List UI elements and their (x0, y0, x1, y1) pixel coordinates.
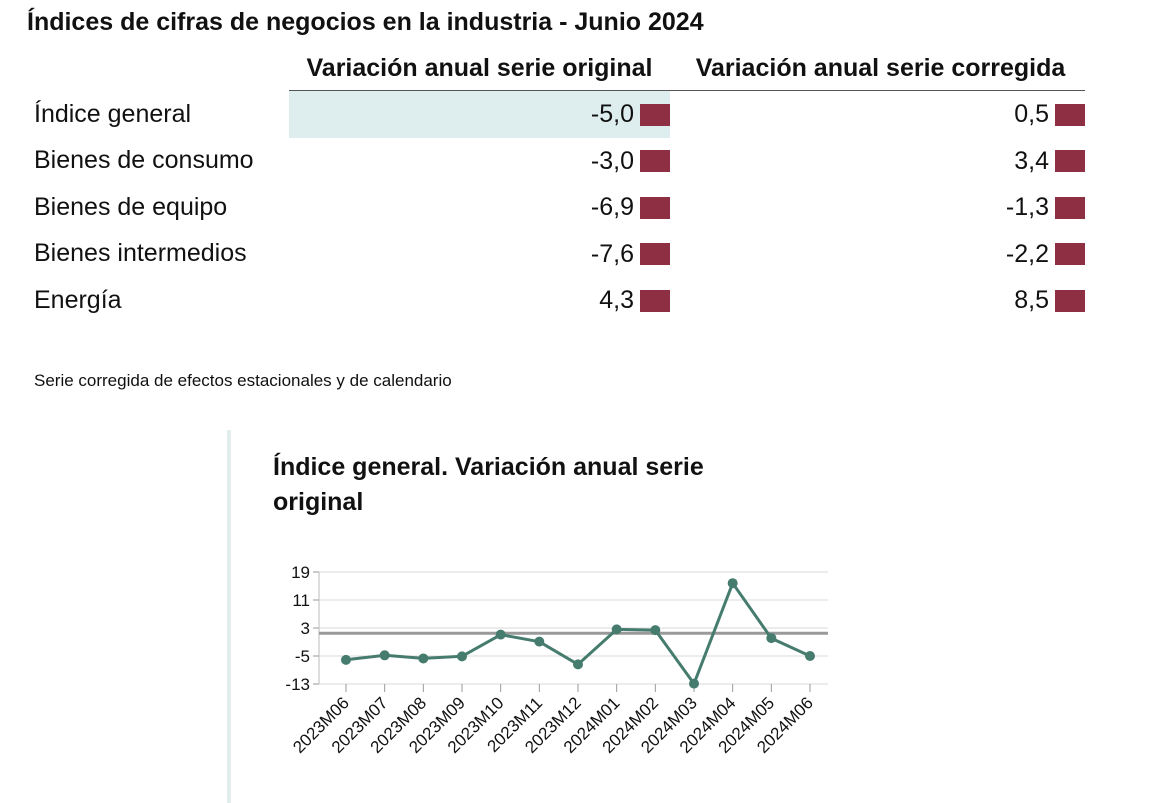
header-original: Variación anual serie original (289, 52, 670, 91)
bar-chart-icon[interactable] (1055, 196, 1085, 219)
y-tick-label: 3 (301, 619, 310, 638)
grid-lines (319, 571, 828, 685)
value-corregida: 0,5 (670, 91, 1085, 138)
series-layer (341, 578, 815, 689)
data-point[interactable] (727, 578, 738, 589)
y-tick-label: 11 (292, 591, 310, 610)
value-corregida: 8,5 (670, 277, 1085, 324)
value-original: -6,9 (289, 184, 670, 231)
value-corregida: 3,4 (670, 138, 1085, 185)
value-text: -6,9 (590, 193, 634, 222)
data-point[interactable] (379, 650, 390, 661)
bar-chart-icon[interactable] (1055, 103, 1085, 126)
value-corregida: -2,2 (670, 231, 1085, 278)
y-tick-label: -5 (295, 647, 310, 666)
data-point[interactable] (457, 651, 467, 662)
table-row: Bienes de equipo -6,9 -1,3 (27, 184, 1085, 231)
bar-chart-icon[interactable] (1055, 150, 1085, 173)
data-point[interactable] (611, 624, 622, 635)
y-tick-label: 19 (291, 563, 310, 582)
bar-chart-icon[interactable] (640, 103, 670, 126)
value-text: 0,5 (1014, 100, 1049, 129)
value-text: -3,0 (590, 146, 634, 175)
value-text: -5,0 (590, 100, 634, 129)
value-text: 8,5 (1014, 286, 1049, 315)
header-corregida: Variación anual serie corregida (670, 52, 1085, 91)
bar-chart-icon[interactable] (640, 243, 670, 266)
data-point[interactable] (650, 625, 661, 636)
value-text: 3,4 (1014, 146, 1049, 175)
value-original: 4,3 (289, 277, 670, 324)
table-row: Energía 4,3 8,5 (27, 277, 1085, 324)
data-point[interactable] (534, 636, 545, 647)
chart-panel: Índice general. Variación anual serie or… (227, 430, 851, 803)
row-label: Bienes intermedios (34, 239, 247, 268)
data-point[interactable] (689, 678, 699, 689)
value-text: -1,3 (1005, 193, 1049, 222)
data-point[interactable] (805, 651, 815, 661)
value-text: -2,2 (1005, 239, 1049, 268)
row-label: Índice general (34, 99, 192, 128)
bar-chart-icon[interactable] (1055, 289, 1085, 312)
bar-chart-icon[interactable] (640, 196, 670, 219)
data-point[interactable] (766, 633, 777, 644)
header-blank (27, 52, 289, 91)
value-original: -7,6 (289, 231, 670, 278)
value-text: -7,6 (590, 239, 634, 268)
table-header-row: Variación anual serie original Variación… (27, 52, 1085, 91)
table-row: Bienes intermedios -7,6 -2,2 (27, 231, 1085, 278)
line-chart: 19 11 3 -5 -13 2023M062023M072023M082023M092… (285, 563, 828, 757)
value-original: -3,0 (289, 138, 670, 185)
chart-title: Índice general. Variación anual serie or… (273, 453, 704, 516)
bar-chart-icon[interactable] (640, 289, 670, 312)
page-title: Índices de cifras de negocios en la indu… (27, 8, 704, 36)
value-original: -5,0 (289, 90, 670, 138)
value-text: 4,3 (599, 286, 634, 315)
value-corregida: -1,3 (670, 184, 1085, 231)
footnote: Serie corregida de efectos estacionales … (34, 371, 452, 390)
axes (313, 571, 811, 692)
data-point[interactable] (418, 653, 429, 664)
data-point[interactable] (341, 654, 351, 665)
stats-table: Variación anual serie original Variación… (27, 52, 1085, 324)
row-label: Energía (34, 285, 122, 314)
y-tick-label: -13 (285, 675, 310, 694)
row-label: Bienes de consumo (34, 146, 254, 175)
table-row: Índice general -5,0 0,5 (27, 90, 1085, 138)
row-label: Bienes de equipo (34, 192, 228, 221)
table-row: Bienes de consumo -3,0 3,4 (27, 138, 1085, 185)
bar-chart-icon[interactable] (640, 150, 670, 173)
y-tick-labels: 19 11 3 -5 -13 (285, 563, 310, 694)
data-point[interactable] (573, 659, 583, 670)
bar-chart-icon[interactable] (1055, 243, 1085, 266)
x-tick-labels: 2023M062023M072023M082023M092023M102023M… (289, 693, 817, 757)
data-point[interactable] (495, 629, 506, 640)
